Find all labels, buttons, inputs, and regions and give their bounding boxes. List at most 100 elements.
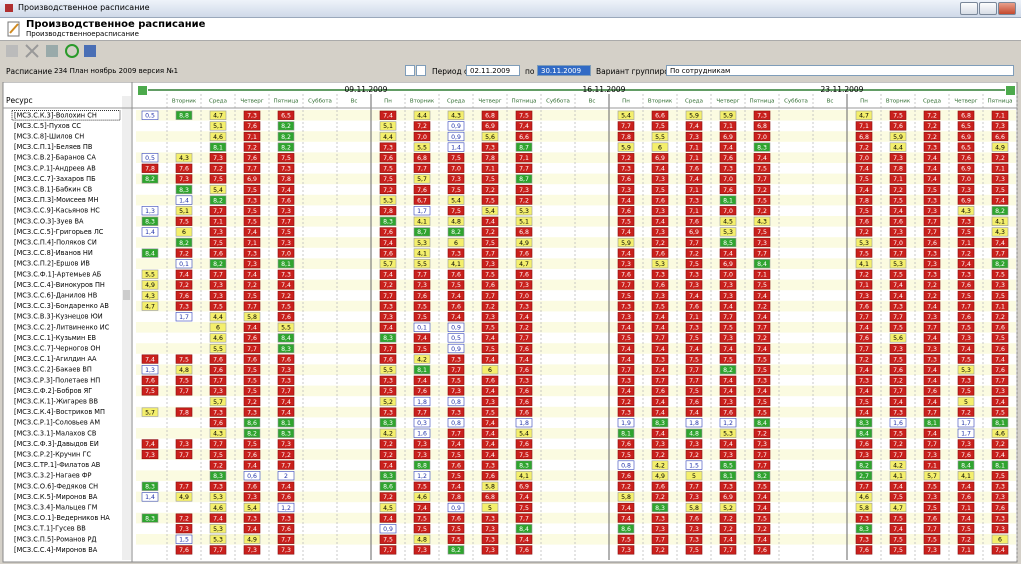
day-label: Вторник <box>410 99 435 105</box>
cell-value: 7,6 <box>621 272 631 279</box>
cell-value: 7,6 <box>213 367 223 374</box>
cell <box>209 280 227 290</box>
schedule-clear[interactable] <box>416 65 426 76</box>
minimize-button[interactable] <box>960 2 978 15</box>
cell <box>685 110 703 120</box>
cell <box>481 375 499 385</box>
cell-value: 7,5 <box>757 409 767 416</box>
cell <box>651 312 669 322</box>
cell-value: 7,5 <box>995 272 1005 279</box>
cell <box>889 386 907 396</box>
cell <box>719 280 737 290</box>
cell <box>175 513 193 523</box>
cell <box>379 524 397 534</box>
tool-refresh[interactable] <box>65 44 79 58</box>
cell-value: 7,7 <box>655 335 665 342</box>
cell <box>175 407 193 417</box>
cell <box>923 227 941 237</box>
cell-value: 7,7 <box>519 166 529 173</box>
cell <box>243 545 261 555</box>
tool-add[interactable] <box>6 45 18 57</box>
cell <box>991 396 1009 407</box>
resource-name: [МСЗ.С.С.4]-Миронов ВА <box>14 546 98 554</box>
cell <box>957 428 975 438</box>
maximize-button[interactable] <box>979 2 997 15</box>
cell <box>957 163 975 173</box>
cell-value: 7,6 <box>179 293 189 300</box>
schedule-browse[interactable] <box>405 65 415 76</box>
cell-value: 0,5 <box>145 155 155 162</box>
tool-delete[interactable] <box>25 44 39 58</box>
cell-value: 7,3 <box>995 176 1005 183</box>
cell-value: 7,2 <box>655 240 665 247</box>
cell <box>651 524 669 534</box>
cell <box>855 269 873 279</box>
cell <box>719 375 737 385</box>
cell-value: 0,9 <box>451 346 461 353</box>
cell-value: 5,7 <box>927 473 937 480</box>
period-from[interactable]: 02.11.2009 <box>466 65 520 76</box>
cell-value: 8,3 <box>383 420 393 427</box>
cell <box>481 153 499 163</box>
cell <box>685 365 703 375</box>
resource-name: [МСЗ.С.ТР.1]-Филатов АВ <box>14 461 101 469</box>
cell-value: 5,8 <box>485 484 495 491</box>
cell-value: 7,1 <box>689 314 699 321</box>
cell <box>617 534 635 544</box>
cell-value: 7,6 <box>145 378 155 385</box>
cell-value: 7,7 <box>179 452 189 459</box>
cell-value: 4,7 <box>859 113 869 120</box>
scroll-left[interactable] <box>138 86 147 95</box>
scrollbar[interactable] <box>122 96 131 560</box>
scroll-right[interactable] <box>1006 86 1015 95</box>
cell <box>685 280 703 290</box>
cell-value: 7,5 <box>859 176 869 183</box>
cell-value: 7,5 <box>383 388 393 395</box>
cell <box>855 396 873 407</box>
toolbar <box>0 41 1021 61</box>
cell <box>379 227 397 237</box>
cell <box>753 365 771 375</box>
cell-value: 7,4 <box>757 293 767 300</box>
cell-value: 5,3 <box>859 240 869 247</box>
tool-save[interactable] <box>46 45 58 57</box>
cell <box>685 534 703 544</box>
cell <box>991 502 1009 513</box>
cell <box>243 121 261 131</box>
cell <box>515 396 533 407</box>
cell-value: 5,2 <box>723 505 733 512</box>
cell-value: 5,7 <box>383 261 393 268</box>
cell-value: 7,5 <box>485 197 495 204</box>
schedule-field[interactable]: 234 План ноябрь 2009 версия №1 <box>54 67 179 75</box>
resource-name: [МСЗ.С.С.3]-Бондаренко АВ <box>14 302 109 310</box>
grouping-select[interactable]: По сотрудникам <box>666 65 1014 76</box>
header-title: Производственное расписание <box>26 19 206 30</box>
resource-name: [МСЗ.С.С.6]-Данилов НВ <box>14 292 98 300</box>
close-button[interactable] <box>998 2 1016 15</box>
cell <box>855 248 873 258</box>
cell-value: 8,3 <box>145 219 155 226</box>
cell <box>753 206 771 216</box>
cell <box>481 142 499 152</box>
cell-value: 7,5 <box>757 484 767 491</box>
cell-value: 5 <box>692 473 696 480</box>
cell <box>753 502 771 513</box>
resource-name: [МСЗ.С.К.3]-Волохин СН <box>14 111 97 119</box>
cell-value: 7,4 <box>383 272 393 279</box>
cell <box>277 460 295 470</box>
cell-value: 7,6 <box>519 250 529 257</box>
cell-value: 7,6 <box>995 346 1005 353</box>
cell <box>243 322 261 332</box>
tool-export[interactable] <box>84 45 96 57</box>
cell <box>957 237 975 248</box>
cell <box>855 365 873 375</box>
resource-name: [МСЗ.С.П.3]-Моисеев МН <box>14 196 99 204</box>
cell-value: 7,1 <box>961 240 971 247</box>
cell <box>243 481 261 491</box>
cell-value: 6,8 <box>757 123 767 130</box>
period-to[interactable]: 30.11.2009 <box>537 65 591 76</box>
cell-value: 8,6 <box>383 484 393 491</box>
cell-value: 7,7 <box>281 219 291 226</box>
cell <box>209 365 227 375</box>
cell-value: 7,6 <box>519 346 529 353</box>
